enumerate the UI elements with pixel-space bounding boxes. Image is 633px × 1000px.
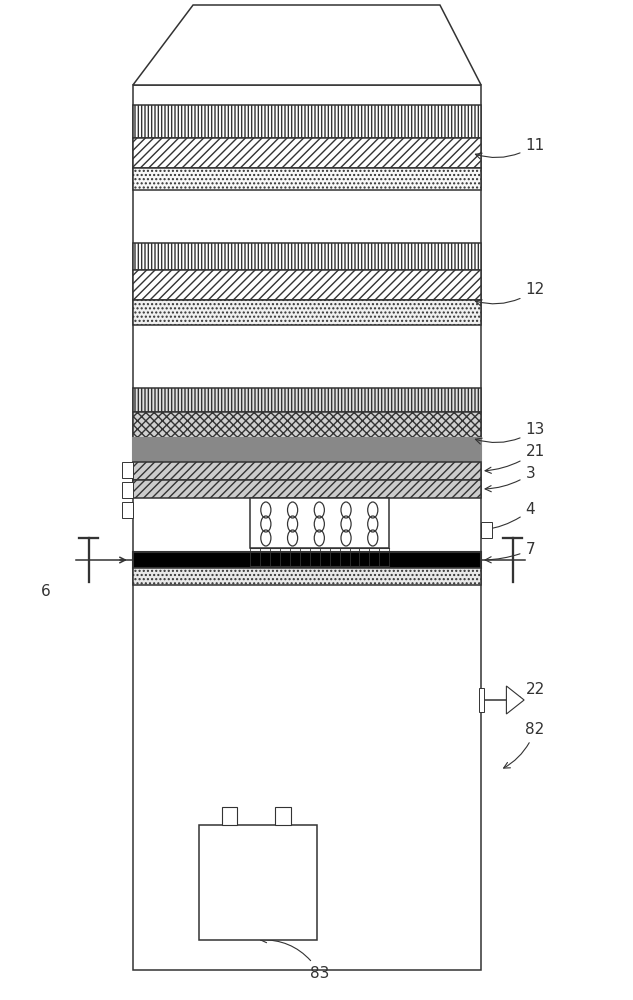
Text: 13: 13	[475, 422, 545, 444]
Text: 22: 22	[510, 682, 544, 701]
Bar	[133, 552, 481, 568]
Bar	[133, 462, 481, 480]
Text: 83: 83	[260, 937, 330, 980]
Text: 11: 11	[475, 137, 544, 159]
Bar	[275, 807, 291, 825]
Bar	[250, 498, 389, 548]
Bar	[122, 462, 133, 478]
Text: 3: 3	[485, 466, 535, 492]
Bar	[133, 243, 481, 270]
Bar	[133, 438, 481, 462]
Polygon shape	[133, 5, 481, 85]
Polygon shape	[506, 686, 524, 714]
Bar	[133, 300, 481, 325]
Bar	[122, 502, 133, 518]
Bar	[133, 138, 481, 168]
Text: 82: 82	[504, 722, 544, 768]
Bar	[222, 807, 237, 825]
Bar	[199, 825, 316, 940]
Bar	[133, 568, 481, 585]
Text: 6: 6	[41, 584, 51, 599]
Bar	[133, 412, 481, 438]
Bar	[133, 388, 481, 412]
Text: 4: 4	[485, 502, 535, 532]
Bar	[133, 168, 481, 190]
Bar	[479, 688, 484, 712]
Text: 12: 12	[475, 282, 544, 306]
Bar	[133, 105, 481, 138]
Bar	[133, 480, 481, 498]
Text: 7: 7	[485, 542, 535, 563]
Bar	[133, 85, 481, 970]
Text: 21: 21	[485, 444, 544, 473]
Bar	[133, 270, 481, 300]
Bar	[122, 482, 133, 498]
Bar	[481, 522, 492, 538]
